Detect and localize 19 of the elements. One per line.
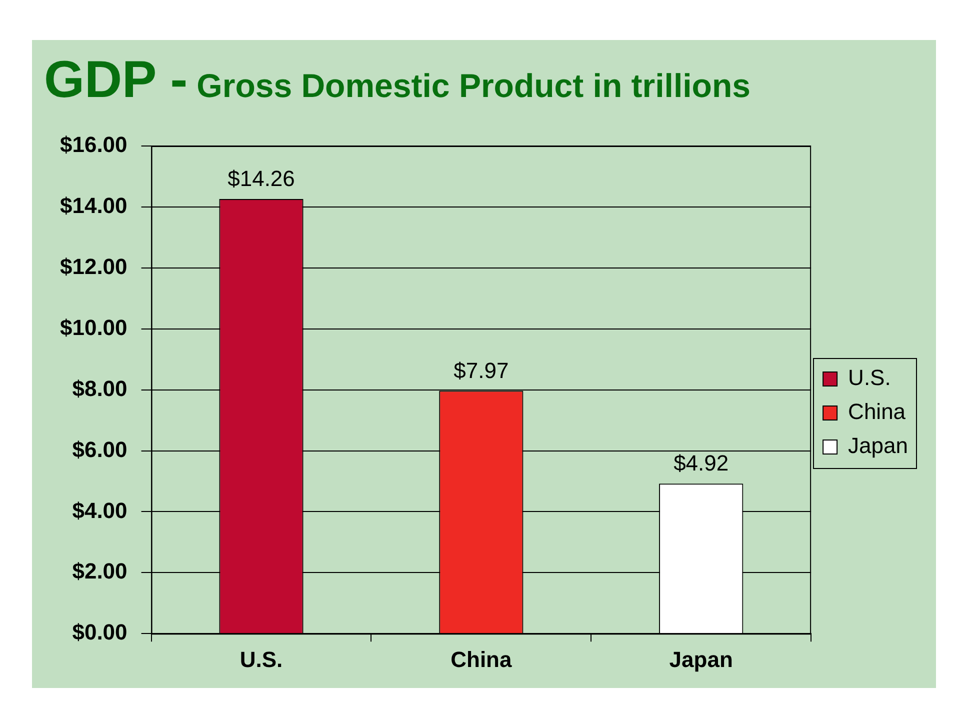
y-tick-label: $6.00: [72, 436, 128, 462]
legend-label: Japan: [848, 433, 908, 458]
data-label: $14.26: [228, 166, 295, 192]
legend-label: China: [848, 399, 906, 424]
y-tick-label: $4.00: [72, 498, 128, 523]
y-tick-label: $8.00: [72, 376, 128, 401]
y-tick-label: $12.00: [60, 254, 128, 279]
y-tick-label: $10.00: [60, 314, 128, 340]
x-tick-label: Japan: [669, 646, 733, 672]
y-tick-label: $2.00: [72, 558, 128, 584]
data-label: $4.92: [674, 450, 729, 476]
data-label: $7.97: [454, 358, 509, 383]
x-tick-label: U.S.: [240, 646, 283, 672]
y-tick-label: $0.00: [72, 620, 128, 645]
y-tick-label: $16.00: [60, 132, 128, 158]
chart-title: GDP - Gross Domestic Product in trillions: [44, 51, 750, 109]
y-tick-label: $14.00: [60, 193, 128, 218]
legend-label: U.S.: [848, 365, 891, 390]
x-tick-label: China: [450, 646, 512, 672]
